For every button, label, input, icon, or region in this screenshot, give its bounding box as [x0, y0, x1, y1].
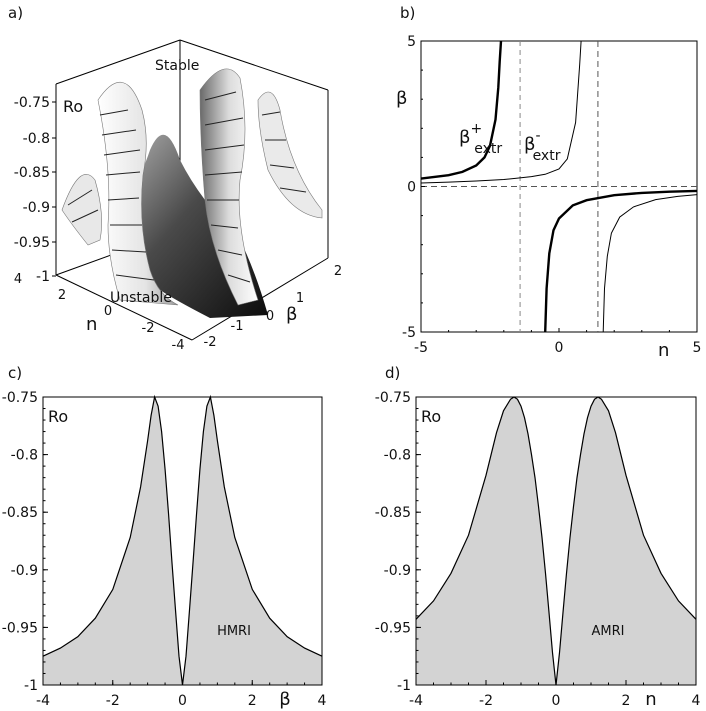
panel-a-annotation-unstable: Unstable [110, 290, 172, 306]
panel-b-series-label: β- extr [524, 128, 561, 164]
y-tick-label: -0.75 [2, 390, 38, 406]
y-tick-label: -1 [24, 678, 38, 694]
panel-a-z-tick-label: -0.75 [14, 95, 50, 111]
series-label-sup: - [536, 128, 541, 144]
panel-a-n-tick-label: 0 [104, 304, 112, 319]
y-tick-label: -0.95 [375, 620, 411, 636]
panel-a-z-tick-label: -0.9 [23, 200, 50, 216]
panel-b-x-tick-label: 0 [555, 340, 564, 356]
y-tick-label: -1 [397, 678, 411, 694]
x-tick-label: 0 [178, 693, 187, 709]
x-tick-label: 4 [318, 693, 327, 709]
panel-d-xlabel: n [645, 689, 656, 710]
panel-a-annotation-stable: Stable [155, 58, 199, 74]
series-label-sub: extr [474, 141, 502, 157]
x-tick-label: 2 [248, 693, 257, 709]
y-tick-label: -0.9 [11, 563, 38, 579]
y-tick-label: -0.85 [375, 505, 411, 521]
panel-a-z-tick-label: -0.85 [14, 165, 50, 181]
panel-a-xlabel: n [86, 314, 97, 335]
y-tick-label: -0.8 [11, 448, 38, 464]
panel-a-z-tick-label: -0.8 [23, 131, 50, 147]
series-label-main: β [459, 127, 471, 148]
panel-b-curve-beta-minus [421, 41, 582, 184]
y-tick-label: -0.8 [384, 448, 411, 464]
surface-contours [67, 91, 307, 283]
panel-b-curve-beta-plus [544, 189, 697, 332]
panel-a-surface-plot: -0.75-0.8-0.85-0.9-0.95-1 420-2-4 210-1-… [14, 39, 342, 353]
panel-a-z-tick-label: -1 [36, 269, 50, 285]
y-tick-label: -0.9 [384, 563, 411, 579]
surface-wing-left [61, 174, 102, 246]
panel-a-beta-tick-label: 0 [266, 309, 274, 324]
x-tick-label: -2 [479, 693, 493, 709]
x-tick-label: -4 [409, 693, 423, 709]
surface-wing-right [257, 91, 323, 219]
panel-c-xlabel: β [279, 689, 291, 710]
x-tick-label: 0 [552, 693, 561, 709]
panel-b-curve-beta-plus [421, 41, 503, 180]
panel-b-curve-beta-minus [602, 194, 697, 332]
y-tick-label: -0.85 [2, 505, 38, 521]
ylabel: Ro [48, 407, 68, 426]
x-tick-label: -4 [36, 693, 50, 709]
series-label-sub: extr [533, 148, 561, 164]
panel-d-label: d) [385, 364, 400, 382]
panel-b-x-tick-label: -5 [414, 340, 428, 356]
panel-b-x-tick-label: 5 [693, 340, 702, 356]
panel-a-label: a) [8, 4, 23, 22]
ylabel: Ro [421, 407, 441, 426]
panel-a-beta-tick-label: 1 [296, 291, 304, 306]
panel-b-y-tick-label: 0 [407, 180, 416, 196]
panel-d-plot: -4 -2 0 2 4 -0.75 -0.8 -0.85 -0.9 -0.95 -1 Ro AMRI n [375, 390, 701, 710]
instability-region [416, 397, 696, 685]
panel-a-n-tick-label: 2 [58, 288, 66, 303]
y-tick-label: -0.75 [375, 390, 411, 406]
panel-b-ylabel: β [396, 88, 408, 109]
instability-region [43, 397, 322, 685]
panel-a-beta-tick-label: -2 [204, 335, 217, 350]
surface-ridge-right [199, 68, 259, 306]
panel-a-n-tick-label: -4 [172, 338, 185, 353]
series-label-sup: + [471, 121, 483, 137]
panel-a-n-tick-label: -2 [142, 321, 155, 336]
panel-b-y-tick-label: -5 [402, 325, 416, 341]
region-annotation: HMRI [217, 624, 251, 639]
panel-b-series-label: β+ extr [459, 121, 502, 157]
panel-a-beta-tick-label: 2 [334, 264, 342, 279]
panel-a-z-tick-label: -0.95 [14, 235, 50, 251]
panel-a-n-tick-label: 4 [14, 272, 22, 287]
region-annotation: AMRI [592, 624, 625, 639]
x-tick-label: 2 [622, 693, 631, 709]
x-tick-label: 4 [692, 693, 701, 709]
x-tick-label: -2 [106, 693, 120, 709]
y-tick-label: -0.95 [2, 620, 38, 636]
series-label-main: β [524, 134, 536, 155]
panel-c-label: c) [8, 364, 22, 382]
panel-b-y-tick-label: 5 [407, 34, 416, 50]
surface-ridge-left [97, 82, 179, 306]
panel-b-xlabel: n [658, 340, 669, 361]
panel-a-beta-tick-label: -1 [231, 319, 244, 334]
panel-b-label: b) [400, 4, 415, 22]
panel-a-ylabel: β [286, 304, 298, 325]
panel-a-zlabel: Ro [63, 97, 83, 116]
panel-c-plot: -4 -2 0 2 4 -0.75 -0.8 -0.85 -0.9 -0.95 -1 Ro HMRI β [2, 390, 327, 710]
